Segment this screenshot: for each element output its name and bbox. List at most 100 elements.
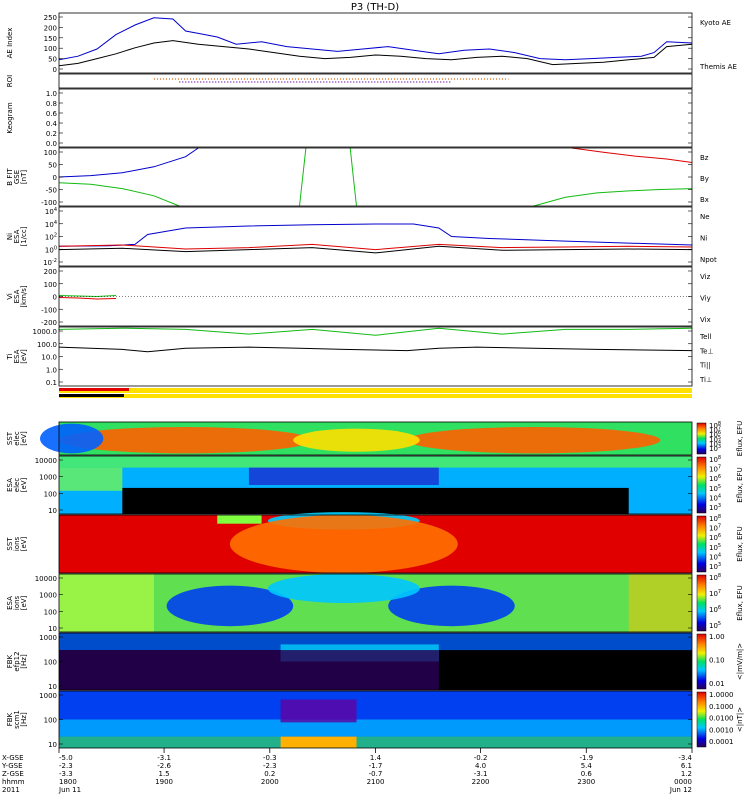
mode-bar xyxy=(59,394,692,398)
panel-frame xyxy=(58,206,693,267)
axis-label: elec xyxy=(13,431,21,446)
axis-label: [Hz] xyxy=(20,712,28,727)
tick-label: 10000 xyxy=(35,457,57,465)
spectrogram-band xyxy=(59,574,154,632)
axis-label: ions xyxy=(13,536,21,551)
colorbar xyxy=(696,515,707,573)
mode-bar-black xyxy=(59,394,124,397)
colorbar-tick: 104 xyxy=(709,552,721,561)
spectrogram-band xyxy=(217,515,262,524)
colorbar-label: <|mV/m|> xyxy=(736,643,744,680)
axis-label: [eV] xyxy=(20,349,28,364)
series-line xyxy=(58,327,693,336)
tick-label: 0.0 xyxy=(46,140,57,148)
x-tick-label: 1.5 xyxy=(159,770,170,778)
x-tick-label: 2200 xyxy=(472,778,490,786)
tick-label: 200 xyxy=(44,24,57,32)
tick-label: 1000 xyxy=(39,592,57,600)
legend-entry: Tell xyxy=(699,333,711,341)
colorbar-tick: 103 xyxy=(709,444,721,453)
axis-label: [km/s] xyxy=(20,285,28,308)
series-line xyxy=(58,295,117,298)
spectrogram-band xyxy=(59,456,692,468)
legend-entry: Ti⊥ xyxy=(699,376,712,384)
tick-label: 150 xyxy=(44,35,57,43)
tick-label: 1.0 xyxy=(46,366,57,374)
tick-label: 1000 xyxy=(39,634,57,642)
spectrogram-blob xyxy=(59,426,313,454)
legend-entry: By xyxy=(700,175,709,183)
legend-entry: Viy xyxy=(700,295,711,303)
axis-label: Ti xyxy=(6,353,14,360)
x-tick-label: -0.3 xyxy=(263,754,277,762)
tick-label: 0 xyxy=(53,174,57,182)
legend-entry: Ni xyxy=(700,235,707,243)
x-tick-label: -3.1 xyxy=(157,754,171,762)
tick-label: 0 xyxy=(53,66,57,74)
axis-label: ESA xyxy=(6,596,14,610)
tick-label: 0.6 xyxy=(46,110,58,118)
tick-label: 10 xyxy=(48,507,57,515)
series-line xyxy=(58,17,693,61)
x-tick-label: 1.4 xyxy=(370,754,382,762)
axis-label: ROI xyxy=(6,75,14,87)
colorbar-label: Eflux, EFU xyxy=(736,585,744,620)
series-line xyxy=(58,245,693,254)
tick-label: -100 xyxy=(41,199,57,207)
tick-label: 0.2 xyxy=(46,130,57,138)
colorbar-tick: 107 xyxy=(709,426,721,435)
spectrogram-band xyxy=(59,633,692,651)
tick-label: 10 xyxy=(48,741,57,749)
axis-label: FBK xyxy=(6,654,14,668)
tick-label: 0.8 xyxy=(46,100,57,108)
tick-label: 0.1 xyxy=(46,379,57,387)
spectrogram-blob xyxy=(388,585,515,627)
axis-label: [eV] xyxy=(20,536,28,551)
spectrogram-band xyxy=(280,699,357,723)
x-tick-label: 1.2 xyxy=(681,770,692,778)
spectrogram-blob xyxy=(166,585,294,627)
axis-row-label: 2011 xyxy=(2,786,20,794)
time-axis: X-GSEY-GSEZ-GSEhhmm2011-5.0-2.3-3.31800J… xyxy=(1,748,693,794)
mode-bar-red xyxy=(59,388,129,391)
tick-label: 100 xyxy=(44,281,57,289)
colorbar-tick: 103 xyxy=(709,503,721,512)
colorbar xyxy=(696,691,707,748)
x-tick-label: 4.0 xyxy=(475,762,486,770)
panel-frame xyxy=(58,326,693,387)
spectrogram-blob xyxy=(407,426,661,454)
tick-label: 10-2 xyxy=(43,258,57,267)
axis-label: AE Index xyxy=(6,28,14,59)
colorbar-tick: 108 xyxy=(709,573,721,582)
colorbar-tick: 0.01 xyxy=(709,680,725,688)
colorbar-tick: 0.0001 xyxy=(709,738,734,746)
panel-frame xyxy=(58,12,693,74)
axis-label: [nT] xyxy=(20,170,28,184)
axis-label: SST xyxy=(6,537,14,551)
tick-label: 100 xyxy=(44,490,57,498)
axis-row-label: X-GSE xyxy=(2,754,24,762)
colorbar-tick: 108 xyxy=(709,514,721,523)
legend-entry: Bx xyxy=(700,196,709,204)
colorbar-tick: 103 xyxy=(709,562,721,571)
x-tick-label: -2.6 xyxy=(157,762,171,770)
axis-label: [eV] xyxy=(20,431,28,446)
series-line xyxy=(58,297,117,300)
tick-label: 1000.0 xyxy=(33,328,58,336)
legend-entry: Kyoto AE xyxy=(700,19,731,27)
axis-row-label: hhmm xyxy=(2,778,25,786)
axis-label: ESA xyxy=(6,478,14,492)
axis-label: [1/cc] xyxy=(20,226,28,246)
spectrogram-blob xyxy=(267,574,420,603)
colorbar-tick: 104 xyxy=(709,493,721,502)
axis-row-label: Z-GSE xyxy=(2,770,24,778)
tick-label: 10 xyxy=(48,683,57,691)
panel-frame xyxy=(58,73,693,89)
tick-label: 100 xyxy=(45,245,57,254)
tick-label: 200 xyxy=(44,268,57,276)
x-tick-label: 0.6 xyxy=(581,770,593,778)
axis-label: [eV] xyxy=(20,477,28,492)
series-line xyxy=(349,147,357,207)
legend-entry: Vix xyxy=(700,316,711,324)
axis-label: Ni xyxy=(6,233,14,240)
